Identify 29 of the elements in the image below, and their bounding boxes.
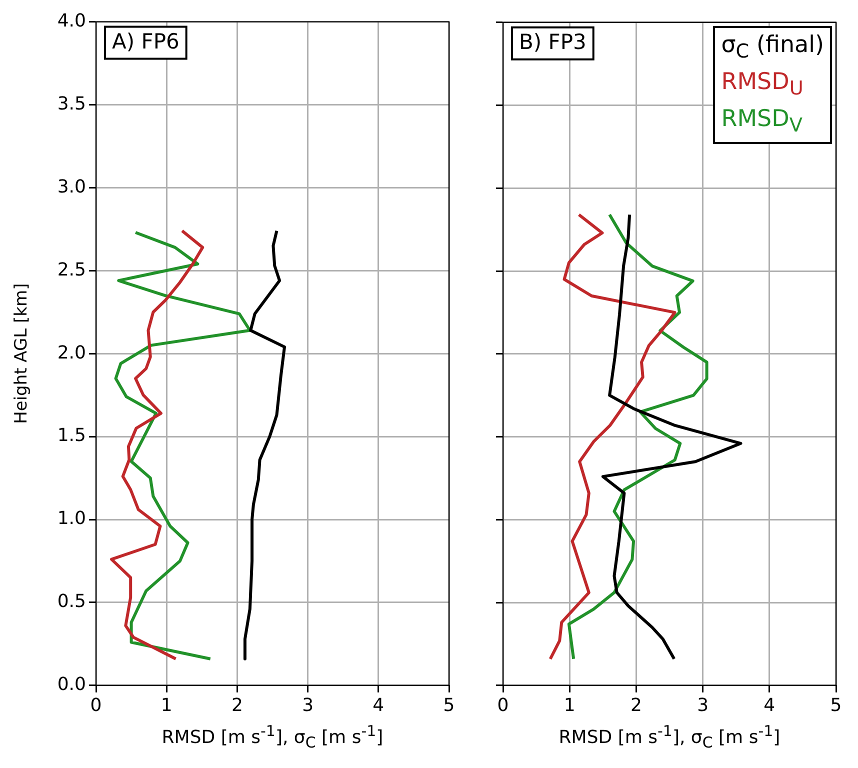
text: RMSD$_{V}$ (721, 104, 804, 138)
y-tick-label: 2.0 (57, 342, 86, 364)
chart-title: A) FP6 (112, 29, 180, 54)
x-axis-title: RMSD [m s$^{-1}$], σ$_{C}$ [m s$^{-1}$] (558, 722, 782, 752)
x-tick-label: 0 (497, 694, 509, 716)
x-tick-label: 4 (764, 694, 776, 716)
y-tick-label: 3.5 (57, 93, 86, 114)
y-tick-label: 0.0 (57, 674, 86, 696)
y-tick-label: 1.0 (57, 508, 86, 530)
y-tick-label: 3.0 (57, 176, 86, 198)
text: σ$_{C}$ (final) (721, 31, 824, 65)
x-axis-title: RMSD [m s$^{-1}$], σ$_{C}$ [m s$^{-1}$] (160, 722, 384, 752)
x-tick-label: 3 (302, 694, 314, 716)
x-tick-label: 0 (90, 694, 102, 716)
x-tick-label: 4 (372, 694, 384, 716)
x-tick-label: 2 (231, 694, 243, 716)
y-tick-label: 4.0 (57, 10, 86, 32)
chart-title: B) FP3 (519, 30, 586, 54)
y-axis-title: Height AGL [km] (12, 283, 32, 424)
x-tick-label: 5 (443, 694, 455, 716)
y-tick-label: 2.5 (57, 259, 86, 280)
text: RMSD$_{U}$ (721, 68, 804, 102)
x-tick-label: 3 (697, 694, 709, 716)
x-tick-label: 5 (830, 694, 842, 716)
x-tick-label: 2 (630, 694, 642, 716)
y-tick-label: 0.5 (57, 591, 86, 612)
x-tick-label: 1 (564, 694, 576, 716)
x-tick-label: 1 (160, 694, 172, 716)
y-tick-label: 1.5 (57, 425, 86, 446)
